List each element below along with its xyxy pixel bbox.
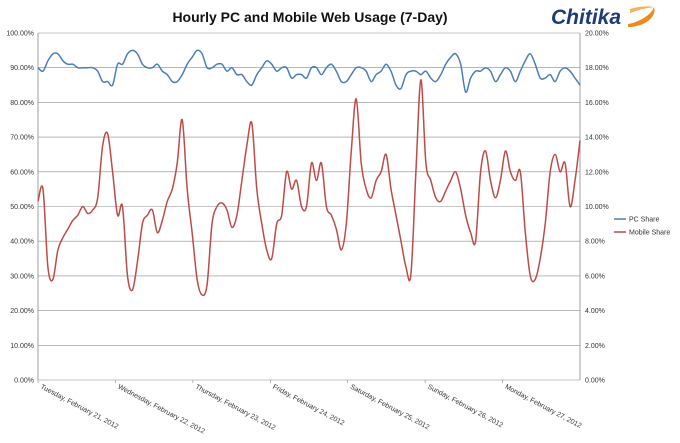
x-axis-tick-label: Friday, February 24, 2012: [271, 384, 345, 428]
legend-mobile-label: Mobile Share: [629, 230, 670, 237]
right-axis-tick-label: 2.00%: [585, 343, 605, 350]
brand-logo-text: Chitika: [551, 6, 621, 29]
legend-pc-label: PC Share: [629, 217, 659, 224]
right-axis-tick-label: 4.00%: [585, 308, 605, 315]
right-axis-tick-label: 10.00%: [585, 204, 609, 211]
gridlines: [37, 32, 581, 381]
right-axis-ticks: 0.00% 2.00% 4.00% 6.00% 8.00% 10.00% 12.00% 14.…: [585, 31, 609, 385]
right-axis-tick-label: 6.00%: [585, 273, 605, 280]
right-axis-tick-label: 12.00%: [585, 169, 609, 176]
left-axis-ticks: 0.00% 10.00% 20.00% 30.00% 40.00% 50.00% 60.00…: [6, 31, 34, 385]
right-axis-tick-label: 18.00%: [585, 65, 609, 72]
series-lines: [37, 49, 581, 297]
legend: PC Share Mobile Share: [614, 217, 670, 237]
x-axis-tick-label: Sunday, February 26, 2012: [426, 384, 504, 430]
x-axis-tick-label: Tuesday, February 21, 2012: [39, 384, 119, 431]
chart-title: Hourly PC and Mobile Web Usage (7-Day): [172, 9, 447, 25]
left-axis-tick-label: 40.00%: [10, 239, 34, 246]
left-axis-tick-label: 50.00%: [10, 204, 34, 211]
brand-swoosh-tail-icon: [630, 6, 654, 13]
left-axis-tick-label: 60.00%: [10, 169, 34, 176]
left-axis-tick-label: 90.00%: [10, 65, 34, 72]
x-axis-tick-label: Saturday, February 25, 2012: [349, 384, 431, 432]
left-axis-tick-label: 30.00%: [10, 273, 34, 280]
left-axis-tick-label: 100.00%: [6, 31, 34, 38]
left-axis-tick-label: 0.00%: [14, 378, 34, 385]
right-axis-tick-label: 20.00%: [585, 31, 609, 38]
x-axis-tick-label: Monday, February 27, 2012: [504, 384, 583, 430]
right-axis-tick-label: 14.00%: [585, 135, 609, 142]
left-axis-tick-label: 70.00%: [10, 135, 34, 142]
left-axis-tick-label: 20.00%: [10, 308, 34, 315]
brand-swoosh-icon: [628, 7, 655, 27]
mobile-share-line: [37, 79, 581, 297]
right-axis-tick-label: 0.00%: [585, 378, 605, 385]
x-axis-tick-label: Wednesday, February 22, 2012: [116, 384, 205, 436]
left-axis-tick-label: 10.00%: [10, 343, 34, 350]
x-axis-tick-label: Thursday, February 23, 2012: [194, 384, 277, 432]
left-axis-tick-label: 80.00%: [10, 100, 34, 107]
brand-logo: Chitika: [551, 6, 655, 29]
pc-share-line: [37, 49, 581, 93]
right-axis-tick-label: 16.00%: [585, 100, 609, 107]
right-axis-tick-label: 8.00%: [585, 239, 605, 246]
